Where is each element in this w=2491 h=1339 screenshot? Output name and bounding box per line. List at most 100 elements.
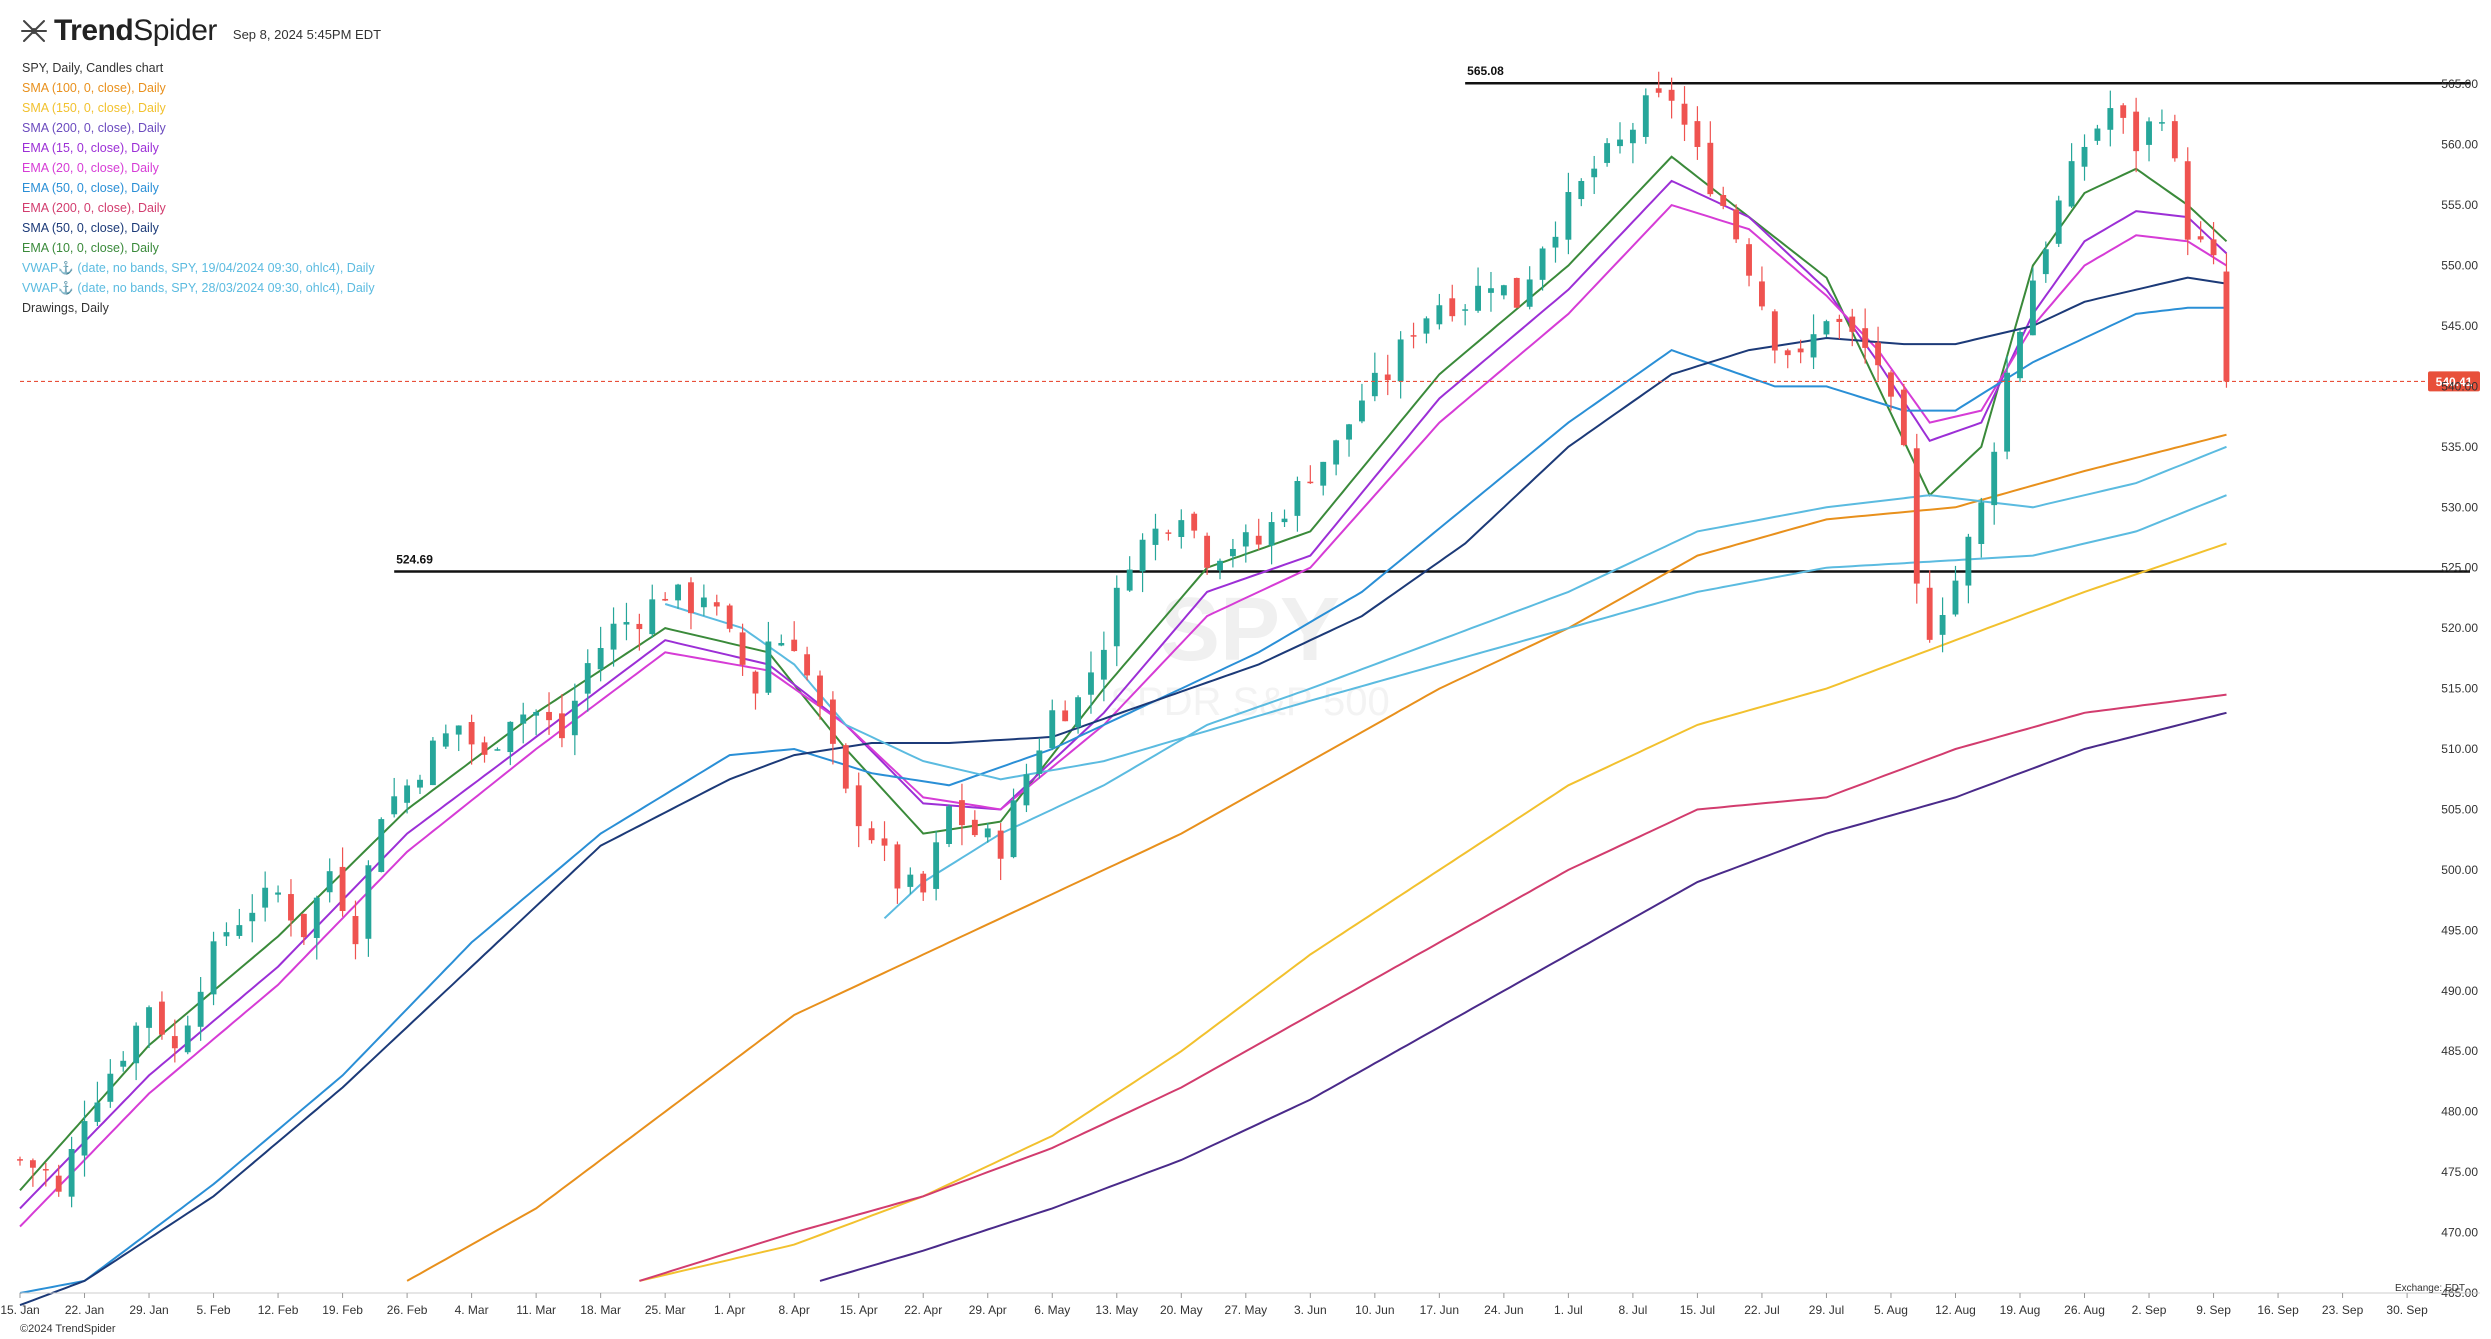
x-tick-label: 15. Apr	[840, 1303, 878, 1317]
legend-item[interactable]: EMA (200, 0, close), Daily	[22, 201, 166, 215]
indicator-line	[19, 276, 2227, 1307]
candle-body	[1578, 180, 1585, 200]
trendspider-logo-icon	[21, 20, 47, 42]
candle-body	[1204, 535, 1211, 568]
candle-body	[1488, 288, 1494, 293]
candle-body	[1333, 440, 1340, 465]
x-tick-label: 26. Feb	[387, 1303, 428, 1317]
candle-body	[494, 749, 501, 751]
candle-body	[171, 1036, 178, 1049]
candle-body	[159, 1001, 165, 1035]
candle-body	[1036, 750, 1043, 774]
legend-item[interactable]: SPY, Daily, Candles chart	[22, 61, 164, 75]
candle-body	[1784, 350, 1791, 356]
candle-body	[417, 779, 423, 788]
legend-item[interactable]: SMA (200, 0, close), Daily	[22, 121, 166, 135]
candle-body	[700, 597, 707, 608]
candle-body	[1733, 209, 1740, 240]
candle-body	[662, 598, 669, 601]
exchange-label: Exchange: EDT	[2394, 1283, 2465, 1294]
candle-body	[1694, 121, 1701, 147]
candle-body	[1759, 281, 1765, 307]
legend-item[interactable]: EMA (15, 0, close), Daily	[22, 141, 159, 155]
candle-body	[339, 866, 346, 912]
x-tick-label: 11. Mar	[516, 1303, 556, 1317]
legend-item[interactable]: SMA (100, 0, close), Daily	[22, 81, 166, 95]
x-tick-label: 25. Mar	[645, 1303, 686, 1317]
candle-body	[391, 796, 398, 815]
x-tick-label: 19. Aug	[2000, 1303, 2041, 1317]
x-tick-label: 2. Sep	[2132, 1303, 2167, 1317]
candle-body	[1836, 318, 1843, 322]
candle-body	[1591, 168, 1598, 178]
candle-body	[933, 842, 940, 889]
candle-body	[378, 819, 385, 872]
candle-body	[2146, 121, 2152, 145]
candle-body	[42, 1169, 49, 1171]
legend-item[interactable]: EMA (20, 0, close), Daily	[22, 161, 159, 175]
candle-body	[1475, 285, 1481, 311]
candle-body	[894, 844, 901, 889]
legend-item[interactable]: VWAP⚓ (date, no bands, SPY, 28/03/2024 0…	[22, 281, 375, 295]
indicator-line	[883, 445, 2227, 920]
candle-body	[1771, 311, 1778, 351]
candle-body	[1797, 348, 1804, 353]
level-label: 524.69	[396, 552, 433, 566]
x-tick-label: 29. Jul	[1809, 1303, 1844, 1317]
candle-body	[571, 700, 578, 736]
candle-body	[2081, 146, 2088, 167]
candle-body	[610, 623, 617, 650]
header: TrendSpider Sep 8, 2024 5:45PM EDT	[20, 14, 381, 48]
candle-body	[1849, 316, 1856, 332]
candle-body	[778, 642, 785, 646]
y-tick-label: 480.00	[2441, 1105, 2478, 1119]
candle-body	[1178, 520, 1185, 537]
candle-body	[262, 887, 269, 908]
legend-item[interactable]: SMA (150, 0, close), Daily	[22, 101, 166, 115]
candle-body	[68, 1148, 75, 1197]
brand-name-a: Trend	[54, 14, 134, 47]
x-tick-label: 5. Aug	[1874, 1303, 1908, 1317]
horizontal-lines: 565.08 524.69	[394, 64, 2470, 573]
candle-body	[2017, 331, 2023, 379]
candle-body	[2004, 372, 2011, 452]
candle-body	[1320, 461, 1327, 486]
legend-item[interactable]: SMA (50, 0, close), Daily	[22, 221, 159, 235]
candle-body	[455, 725, 462, 735]
y-tick-label: 525.00	[2441, 561, 2478, 575]
legend-item[interactable]: EMA (50, 0, close), Daily	[22, 181, 159, 195]
x-tick-label: 12. Aug	[1935, 1303, 1976, 1317]
candle-body	[1823, 321, 1830, 335]
y-tick-label: 470.00	[2441, 1226, 2478, 1240]
candle-body	[2159, 122, 2165, 124]
candle-body	[1952, 580, 1959, 615]
candle-body	[1062, 710, 1069, 722]
candle-body	[817, 675, 823, 707]
candle-body	[1165, 532, 1172, 534]
candle-body	[1720, 194, 1727, 206]
indicator-line	[19, 203, 2228, 1228]
candle-body	[1539, 248, 1546, 280]
candle-body	[2184, 161, 2191, 240]
x-tick-label: 1. Jul	[1554, 1303, 1583, 1317]
legend-item[interactable]: Drawings, Daily	[22, 301, 109, 315]
legend-item[interactable]: VWAP⚓ (date, no bands, SPY, 19/04/2024 0…	[22, 261, 375, 275]
candle-body	[997, 830, 1004, 859]
candle-body	[842, 745, 849, 789]
y-tick-label: 555.00	[2441, 198, 2478, 212]
candle-body	[959, 800, 965, 826]
candle-body	[1862, 328, 1869, 348]
x-tick-label: 8. Jul	[1619, 1303, 1648, 1317]
candle-body	[1088, 672, 1094, 695]
y-tick-label: 560.00	[2441, 138, 2478, 152]
candles	[17, 71, 2230, 1208]
x-tick-label: 9. Sep	[2196, 1303, 2231, 1317]
y-tick-label: 495.00	[2441, 923, 2478, 937]
x-tick-label: 10. Jun	[1355, 1303, 1394, 1317]
candle-body	[2094, 128, 2101, 141]
y-tick-label: 475.00	[2441, 1165, 2478, 1179]
candle-body	[1810, 334, 1817, 358]
legend-item[interactable]: EMA (10, 0, close), Daily	[22, 241, 159, 255]
candle-body	[1991, 451, 1998, 506]
